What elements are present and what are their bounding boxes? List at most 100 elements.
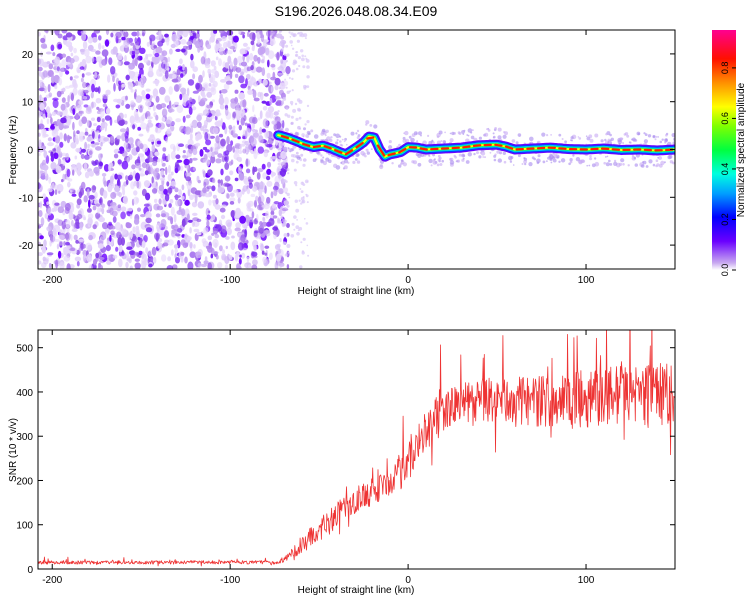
ridge-halo — [454, 156, 457, 159]
noise-blob — [175, 257, 180, 264]
noise-blob — [220, 168, 224, 176]
noise-blob — [285, 44, 289, 48]
noise-blob — [210, 253, 214, 259]
noise-blob — [108, 57, 113, 65]
noise-blob — [38, 260, 42, 265]
noise-blob — [204, 132, 209, 141]
noise-blob — [50, 151, 54, 158]
noise-blob — [72, 121, 75, 131]
noise-blob — [125, 148, 130, 152]
noise-blob — [191, 157, 198, 161]
noise-blob — [290, 234, 295, 238]
noise-blob — [240, 143, 246, 147]
noise-blob — [240, 83, 247, 89]
ridge-halo — [589, 157, 593, 161]
noise-blob — [129, 265, 133, 269]
noise-blob — [135, 80, 139, 86]
noise-blob — [38, 71, 42, 77]
noise-blob — [74, 155, 78, 160]
noise-blob — [123, 142, 129, 149]
noise-blob — [69, 247, 76, 252]
noise-blob — [161, 213, 166, 218]
noise-blob — [266, 175, 271, 181]
spectrogram-y-ticks: -20 -10 0 10 20 — [19, 50, 675, 252]
noise-blob — [272, 185, 279, 191]
noise-blob — [270, 76, 277, 81]
ridge-halo — [458, 132, 462, 135]
noise-blob — [101, 207, 105, 215]
noise-blob — [291, 77, 294, 81]
noise-blob — [163, 230, 169, 238]
noise-blob — [182, 64, 185, 71]
noise-blob — [187, 79, 195, 86]
noise-blob — [38, 123, 45, 130]
noise-blob — [129, 214, 133, 219]
noise-blob — [151, 188, 158, 194]
ridge-halo — [437, 154, 441, 158]
noise-blob — [257, 168, 264, 173]
noise-blob — [136, 30, 140, 37]
noise-blob — [300, 190, 304, 194]
noise-blob — [276, 51, 280, 61]
noise-blob — [218, 133, 224, 138]
noise-blob — [142, 32, 145, 37]
noise-blob — [202, 187, 207, 194]
noise-blob — [296, 232, 300, 236]
noise-blob — [164, 70, 169, 79]
ridge-halo — [326, 136, 331, 141]
noise-blob — [120, 211, 126, 220]
noise-blob — [223, 50, 228, 55]
noise-blob — [168, 203, 172, 208]
noise-blob — [214, 115, 218, 121]
ridge-halo — [552, 158, 557, 163]
noise-blob — [97, 243, 104, 249]
noise-blob — [189, 194, 194, 200]
noise-blob — [203, 260, 209, 265]
noise-blob — [273, 111, 279, 116]
noise-blob — [66, 263, 71, 269]
noise-blob — [65, 41, 73, 48]
noise-blob — [43, 97, 47, 102]
noise-blob — [101, 203, 106, 208]
noise-blob — [257, 117, 261, 121]
noise-blob — [91, 117, 95, 121]
noise-blob — [135, 162, 142, 169]
noise-blob — [304, 37, 307, 40]
noise-blob — [220, 204, 227, 208]
colorbar-gradient — [712, 30, 736, 270]
noise-blob — [228, 34, 233, 41]
noise-blob — [109, 207, 114, 216]
noise-blob — [112, 216, 117, 223]
noise-blob — [282, 221, 287, 227]
noise-blob — [133, 196, 139, 205]
noise-blob — [214, 142, 218, 148]
noise-blob — [92, 185, 97, 191]
noise-blob — [283, 238, 288, 243]
noise-blob — [274, 96, 281, 100]
noise-blob — [275, 261, 281, 267]
noise-blob — [250, 40, 255, 46]
ridge-halo — [489, 151, 492, 154]
ridge-halo — [284, 127, 289, 132]
noise-blob — [70, 142, 77, 149]
noise-blob — [300, 241, 303, 244]
noise-blob — [143, 203, 150, 207]
ridge-halo — [449, 138, 454, 143]
noise-blob — [229, 45, 236, 50]
noise-blob — [158, 198, 162, 205]
ridge-halo — [605, 133, 608, 136]
noise-blob — [86, 119, 90, 128]
ridge-halo — [365, 148, 369, 152]
noise-blob — [59, 91, 64, 95]
noise-blob — [224, 264, 228, 269]
noise-blob — [93, 258, 97, 266]
noise-blob — [78, 135, 84, 142]
noise-blob — [173, 244, 179, 249]
noise-blob — [270, 191, 274, 199]
noise-blob — [258, 78, 263, 84]
noise-blob — [176, 104, 184, 114]
noise-blob — [80, 153, 85, 160]
noise-blob — [59, 141, 64, 148]
noise-blob — [145, 100, 152, 107]
noise-blob — [233, 57, 238, 66]
